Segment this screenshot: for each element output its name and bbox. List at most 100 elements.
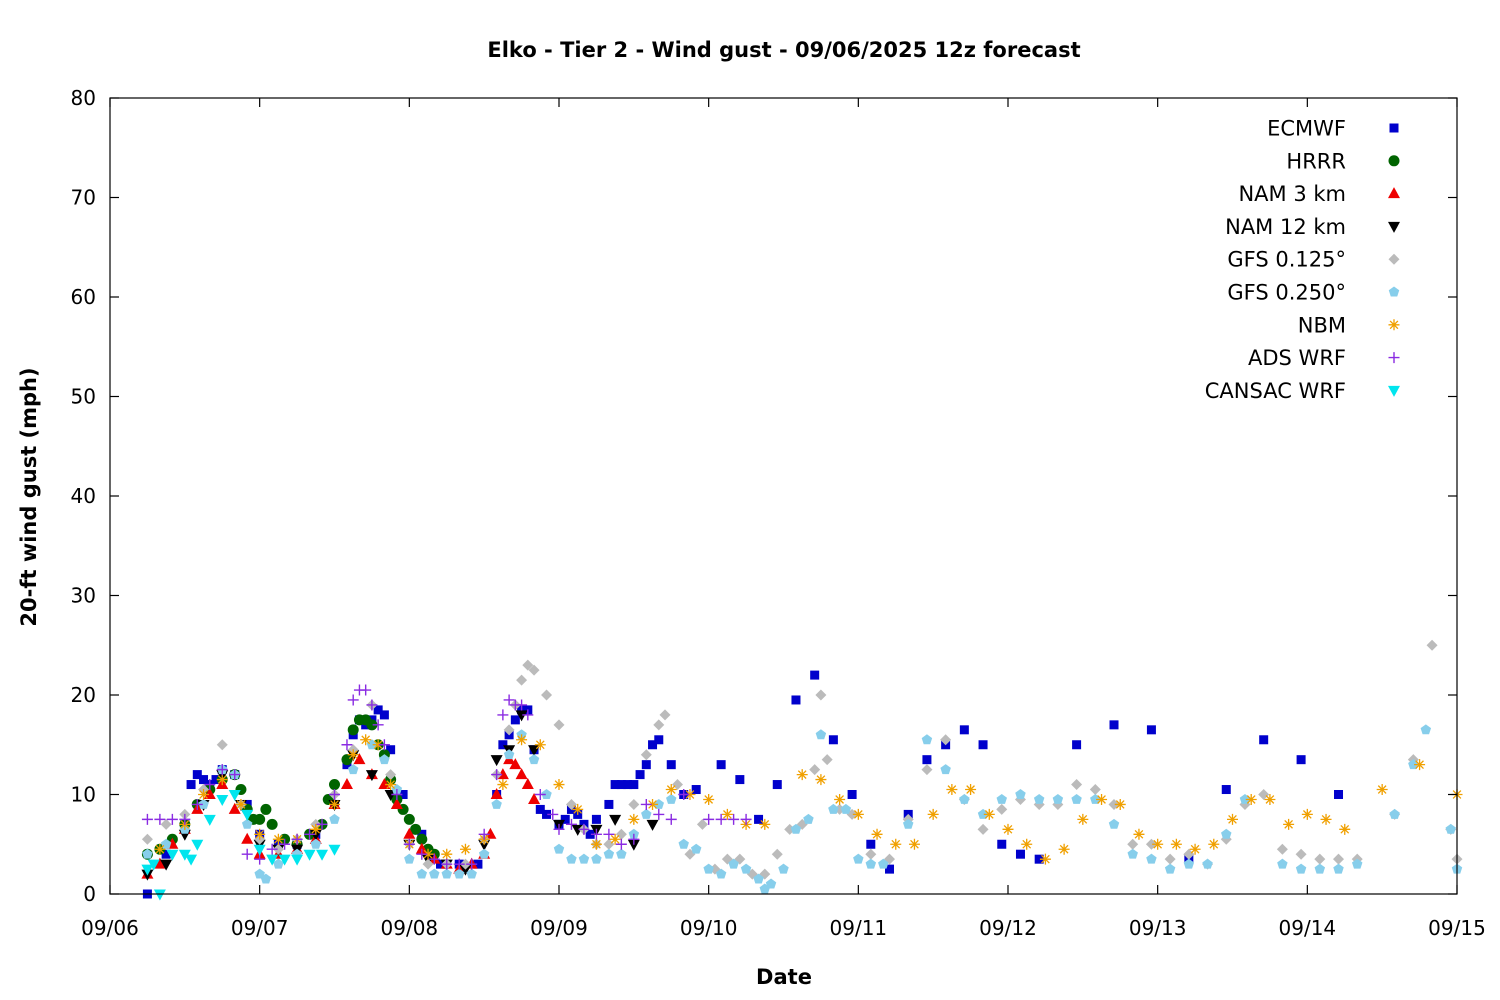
y-tick-label: 30 (71, 584, 96, 608)
data-point-nbm (852, 808, 864, 820)
data-point-hrrr (329, 779, 340, 791)
data-point-gfs-0-250 (1052, 793, 1064, 804)
data-point-ads-wrf (578, 823, 590, 835)
data-point-ads-wrf (678, 789, 690, 800)
data-point-ecmwf (498, 740, 508, 750)
data-point-gfs-0-250 (840, 803, 852, 814)
data-point-gfs-0-250 (778, 863, 789, 874)
data-point-nbm (1170, 838, 1182, 850)
data-point-nbm (983, 808, 995, 820)
data-point-ads-wrf (740, 813, 752, 825)
data-point-nbm (459, 843, 471, 855)
data-point-ecmwf (186, 780, 196, 790)
data-point-nbm (572, 803, 584, 815)
data-point-gfs-0-125 (653, 719, 665, 731)
data-point-ads-wrf (316, 818, 328, 830)
data-point-gfs-0-250 (329, 813, 340, 824)
data-point-nbm (946, 784, 958, 796)
data-point-nbm (372, 739, 384, 751)
data-point-ecmwf (535, 804, 545, 814)
data-point-ecmwf (810, 670, 820, 680)
data-point-nbm (534, 739, 546, 751)
data-point-nbm (310, 823, 322, 835)
data-point-ecmwf (922, 755, 932, 765)
data-point-ads-wrf (372, 719, 384, 731)
data-point-ecmwf (866, 839, 876, 849)
data-point-nbm (590, 838, 602, 850)
chart-title: Elko - Tier 2 - Wind gust - 09/06/2025 1… (487, 38, 1080, 62)
data-point-nam-3-km (241, 832, 254, 844)
data-point-gfs-0-250 (241, 818, 253, 829)
axes: 0 10 20 30 40 50 60 70 80 09/06 09/07 09/08 09/09 09/… (71, 86, 1486, 940)
data-point-gfs-0-250 (878, 858, 889, 869)
data-point-gfs-0-125 (516, 674, 528, 686)
y-tick-label: 50 (71, 385, 96, 409)
data-point-gfs-0-125 (815, 689, 827, 701)
data-point-ecmwf (847, 790, 857, 799)
data-point-gfs-0-125 (996, 803, 1008, 815)
data-point-ecmwf (386, 745, 396, 755)
data-point-gfs-0-250 (959, 793, 970, 804)
data-point-gfs-0-125 (1258, 789, 1270, 800)
data-point-ads-wrf (229, 769, 241, 781)
data-point-ecmwf (623, 780, 633, 790)
data-point-nbm (216, 774, 228, 786)
data-point-gfs-0-250 (441, 868, 452, 879)
data-point-ads-wrf (428, 853, 440, 865)
data-point-gfs-0-250 (416, 868, 428, 879)
data-point-nbm (815, 774, 827, 786)
data-point-gfs-0-125 (160, 818, 172, 830)
data-point-ecmwf (211, 775, 221, 785)
data-point-gfs-0-250 (1221, 828, 1232, 839)
x-tick-label: 09/13 (1129, 916, 1187, 940)
data-point-gfs-0-125 (1276, 843, 1288, 855)
data-point-cansac-wrf (166, 849, 179, 861)
data-point-ecmwf (691, 785, 701, 795)
data-point-nbm (254, 828, 266, 840)
data-point-ecmwf (585, 829, 595, 839)
data-point-gfs-0-125 (1333, 853, 1345, 865)
data-point-gfs-0-125 (1183, 848, 1195, 860)
data-point-ecmwf (666, 760, 676, 770)
data-point-ecmwf (604, 799, 614, 809)
data-point-gfs-0-125 (1071, 779, 1083, 791)
data-point-gfs-0-250 (260, 873, 272, 884)
data-point-nbm (553, 779, 565, 791)
data-point-cansac-wrf (141, 864, 154, 876)
legend-label-nam-3-km: NAM 3 km (1238, 182, 1346, 206)
data-point-ads-wrf (360, 684, 372, 696)
data-point-gfs-0-125 (528, 664, 540, 676)
data-point-nbm (1339, 823, 1351, 835)
data-point-gfs-0-250 (1295, 863, 1307, 874)
data-point-gfs-0-125 (553, 719, 565, 731)
legend-label-gfs-0-250: GFS 0.250° (1227, 281, 1346, 305)
data-point-nam-12-km (646, 819, 659, 831)
data-point-ecmwf (735, 775, 745, 785)
data-point-gfs-0-250 (828, 803, 839, 814)
data-point-ads-wrf (628, 833, 640, 845)
data-point-nbm (1227, 813, 1238, 825)
data-point-ecmwf (1296, 755, 1306, 765)
data-point-gfs-0-125 (603, 838, 615, 850)
data-point-nbm (609, 833, 621, 845)
data-point-ads-wrf (553, 823, 565, 835)
series-ads-wrf (141, 684, 752, 870)
data-point-nam-3-km (521, 778, 534, 790)
data-point-gfs-0-250 (902, 818, 914, 829)
data-point-cansac-wrf (241, 809, 254, 821)
data-point-gfs-0-250 (865, 858, 877, 869)
data-point-ads-wrf (703, 813, 715, 825)
data-point-ads-wrf (266, 843, 278, 855)
data-point-hrrr (266, 818, 278, 830)
data-point-gfs-0-125 (522, 659, 534, 671)
data-point-cansac-wrf (303, 849, 316, 861)
data-point-hrrr (410, 823, 422, 835)
data-point-ecmwf (610, 780, 620, 790)
data-point-nbm (1301, 808, 1313, 820)
data-point-nam-3-km (509, 758, 522, 770)
data-point-ads-wrf (453, 858, 465, 870)
data-point-ecmwf (1334, 790, 1344, 799)
data-point-ads-wrf (416, 848, 428, 860)
data-point-nbm (759, 818, 771, 830)
